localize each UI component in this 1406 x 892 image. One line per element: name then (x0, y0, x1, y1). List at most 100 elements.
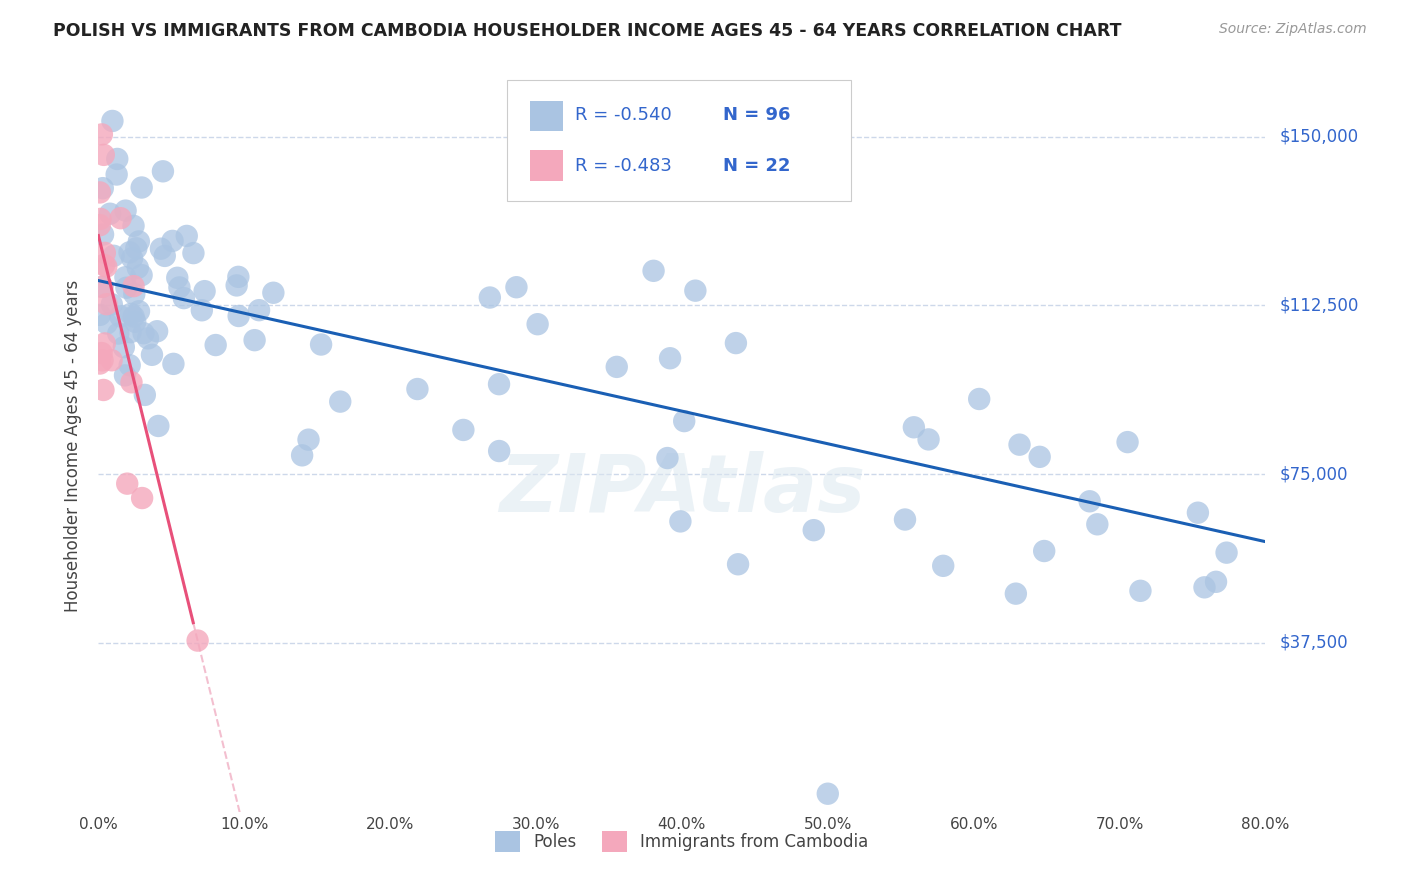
Point (96, 297, 118, 311)
Point (187, 633, 209, 648)
Point (247, 303, 270, 318)
Point (122, 310, 145, 324)
Point (1116, 435, 1139, 450)
Text: Source: ZipAtlas.com: Source: ZipAtlas.com (1219, 22, 1367, 37)
Text: N = 96: N = 96 (723, 106, 790, 124)
Point (606, 359, 628, 374)
Point (127, 260, 149, 275)
Point (120, 307, 142, 321)
Point (488, 444, 510, 458)
Point (91, 227, 114, 242)
Point (100, 353, 122, 368)
Point (101, 114, 124, 128)
Point (176, 228, 198, 243)
Point (121, 251, 143, 265)
Text: R = -0.483: R = -0.483 (575, 157, 672, 175)
FancyBboxPatch shape (508, 80, 851, 201)
Point (132, 326, 155, 341)
Point (98, 207, 121, 221)
Point (1033, 544, 1056, 558)
Point (406, 382, 429, 396)
Text: $150,000: $150,000 (1279, 128, 1358, 145)
Point (1129, 583, 1152, 598)
Point (183, 246, 205, 260)
Point (146, 324, 169, 338)
Point (91, 280, 114, 294)
Point (194, 284, 217, 298)
Point (685, 284, 707, 298)
Point (110, 310, 132, 324)
Point (291, 448, 314, 462)
Point (107, 326, 129, 341)
Point (91, 280, 114, 294)
Point (103, 249, 125, 263)
Bar (530, 151, 562, 181)
Text: $112,500: $112,500 (1279, 296, 1358, 314)
Point (152, 164, 174, 178)
Point (488, 377, 510, 392)
Point (169, 280, 191, 294)
Point (89, 308, 111, 322)
Text: POLISH VS IMMIGRANTS FROM CAMBODIA HOUSEHOLDER INCOME AGES 45 - 64 YEARS CORRELA: POLISH VS IMMIGRANTS FROM CAMBODIA HOUSE… (53, 22, 1122, 40)
Point (90, 128, 112, 142)
Point (122, 279, 145, 293)
Point (112, 340, 135, 354)
Point (1187, 506, 1209, 520)
Point (1078, 494, 1101, 508)
Legend: Poles, Immigrants from Cambodia: Poles, Immigrants from Cambodia (489, 824, 875, 858)
Point (134, 388, 156, 402)
Point (120, 325, 142, 339)
Point (643, 264, 665, 278)
Point (115, 281, 138, 295)
Point (148, 419, 170, 434)
Point (114, 203, 136, 218)
Point (118, 245, 141, 260)
Point (93, 258, 115, 272)
Text: $75,000: $75,000 (1279, 465, 1348, 483)
Point (105, 152, 128, 166)
Point (93, 148, 115, 162)
Point (105, 168, 128, 182)
Point (114, 368, 136, 383)
Point (124, 315, 146, 329)
Point (96, 260, 118, 274)
Point (262, 285, 284, 300)
Point (173, 291, 195, 305)
Point (727, 558, 749, 572)
Point (166, 270, 188, 285)
Point (124, 287, 146, 301)
Point (724, 336, 747, 351)
Point (243, 333, 266, 347)
Point (1194, 580, 1216, 594)
Point (1205, 574, 1227, 589)
Point (125, 241, 148, 255)
Point (657, 451, 679, 466)
Point (803, 523, 825, 537)
Point (1085, 517, 1108, 532)
Point (141, 348, 163, 362)
Point (101, 297, 124, 311)
Text: R = -0.540: R = -0.540 (575, 106, 671, 124)
Point (894, 512, 917, 526)
Point (478, 291, 501, 305)
Point (115, 476, 138, 491)
Point (89, 357, 111, 371)
Point (309, 337, 332, 351)
Point (967, 392, 990, 406)
Point (932, 558, 955, 573)
Point (128, 304, 150, 318)
Text: $37,500: $37,500 (1279, 634, 1348, 652)
Bar (530, 101, 562, 131)
Point (1008, 437, 1031, 451)
Point (162, 357, 184, 371)
Point (204, 338, 226, 352)
Point (131, 180, 153, 194)
Point (669, 515, 692, 529)
Point (89, 186, 111, 200)
Point (122, 219, 145, 233)
Point (91, 181, 114, 195)
Point (1005, 587, 1028, 601)
Point (526, 317, 548, 331)
Text: ZIPAtlas: ZIPAtlas (499, 450, 865, 529)
Point (191, 303, 214, 318)
